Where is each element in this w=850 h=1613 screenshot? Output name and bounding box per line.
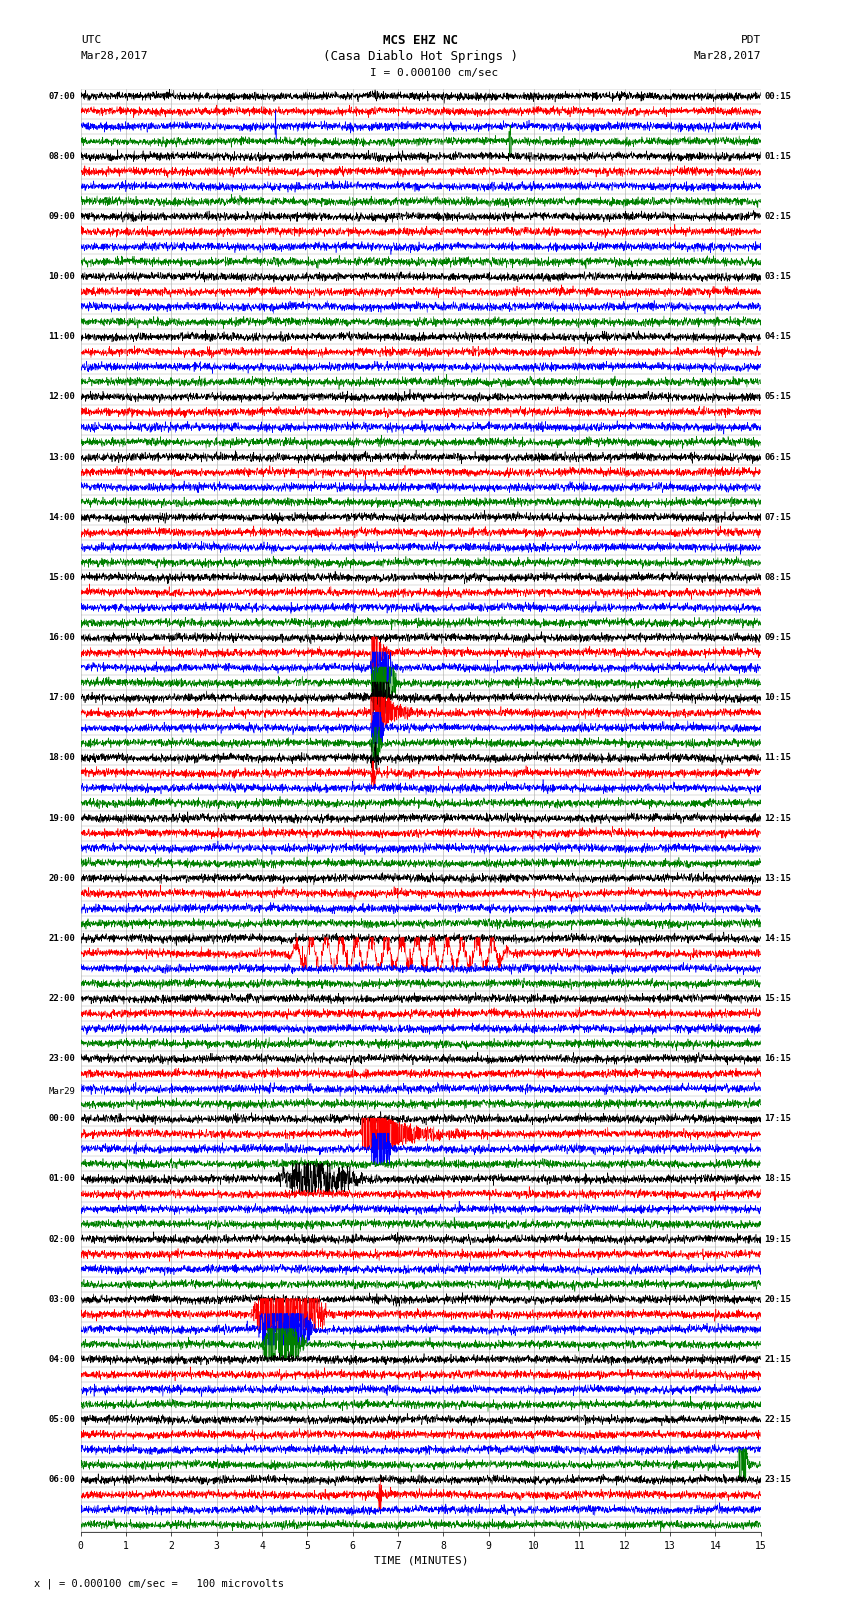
Text: 05:00: 05:00: [48, 1415, 76, 1424]
Text: 22:15: 22:15: [764, 1415, 791, 1424]
Text: 02:15: 02:15: [764, 211, 791, 221]
Text: 16:15: 16:15: [764, 1055, 791, 1063]
Text: 13:15: 13:15: [764, 874, 791, 882]
Text: 07:00: 07:00: [48, 92, 76, 100]
Text: 08:00: 08:00: [48, 152, 76, 161]
Text: x | = 0.000100 cm/sec =   100 microvolts: x | = 0.000100 cm/sec = 100 microvolts: [34, 1579, 284, 1589]
Text: 04:15: 04:15: [764, 332, 791, 342]
Text: 01:15: 01:15: [764, 152, 791, 161]
Text: 23:00: 23:00: [48, 1055, 76, 1063]
Text: 10:15: 10:15: [764, 694, 791, 702]
Text: 07:15: 07:15: [764, 513, 791, 521]
Text: 21:15: 21:15: [764, 1355, 791, 1365]
Text: 19:00: 19:00: [48, 813, 76, 823]
Text: 18:15: 18:15: [764, 1174, 791, 1184]
Text: 11:15: 11:15: [764, 753, 791, 763]
Text: MCS EHZ NC: MCS EHZ NC: [383, 34, 458, 47]
Text: 21:00: 21:00: [48, 934, 76, 944]
Text: 15:00: 15:00: [48, 573, 76, 582]
Text: 22:00: 22:00: [48, 994, 76, 1003]
Text: 00:00: 00:00: [48, 1115, 76, 1123]
Text: 06:15: 06:15: [764, 453, 791, 461]
Text: 06:00: 06:00: [48, 1476, 76, 1484]
Text: 19:15: 19:15: [764, 1234, 791, 1244]
Text: 05:15: 05:15: [764, 392, 791, 402]
X-axis label: TIME (MINUTES): TIME (MINUTES): [373, 1555, 468, 1566]
Text: 14:15: 14:15: [764, 934, 791, 944]
Text: 03:15: 03:15: [764, 273, 791, 281]
Text: PDT: PDT: [740, 35, 761, 45]
Text: Mar28,2017: Mar28,2017: [81, 52, 148, 61]
Text: 20:15: 20:15: [764, 1295, 791, 1303]
Text: UTC: UTC: [81, 35, 101, 45]
Text: 01:00: 01:00: [48, 1174, 76, 1184]
Text: 13:00: 13:00: [48, 453, 76, 461]
Text: 14:00: 14:00: [48, 513, 76, 521]
Text: 16:00: 16:00: [48, 632, 76, 642]
Text: 00:15: 00:15: [764, 92, 791, 100]
Text: 20:00: 20:00: [48, 874, 76, 882]
Text: 15:15: 15:15: [764, 994, 791, 1003]
Text: I = 0.000100 cm/sec: I = 0.000100 cm/sec: [370, 68, 498, 77]
Text: 03:00: 03:00: [48, 1295, 76, 1303]
Text: 09:15: 09:15: [764, 632, 791, 642]
Text: 17:00: 17:00: [48, 694, 76, 702]
Text: 04:00: 04:00: [48, 1355, 76, 1365]
Text: Mar29: Mar29: [48, 1087, 76, 1097]
Text: 23:15: 23:15: [764, 1476, 791, 1484]
Text: 02:00: 02:00: [48, 1234, 76, 1244]
Text: 12:15: 12:15: [764, 813, 791, 823]
Text: (Casa Diablo Hot Springs ): (Casa Diablo Hot Springs ): [323, 50, 518, 63]
Text: 18:00: 18:00: [48, 753, 76, 763]
Text: 09:00: 09:00: [48, 211, 76, 221]
Text: 10:00: 10:00: [48, 273, 76, 281]
Text: 08:15: 08:15: [764, 573, 791, 582]
Text: Mar28,2017: Mar28,2017: [694, 52, 761, 61]
Text: 11:00: 11:00: [48, 332, 76, 342]
Text: 12:00: 12:00: [48, 392, 76, 402]
Text: 17:15: 17:15: [764, 1115, 791, 1123]
